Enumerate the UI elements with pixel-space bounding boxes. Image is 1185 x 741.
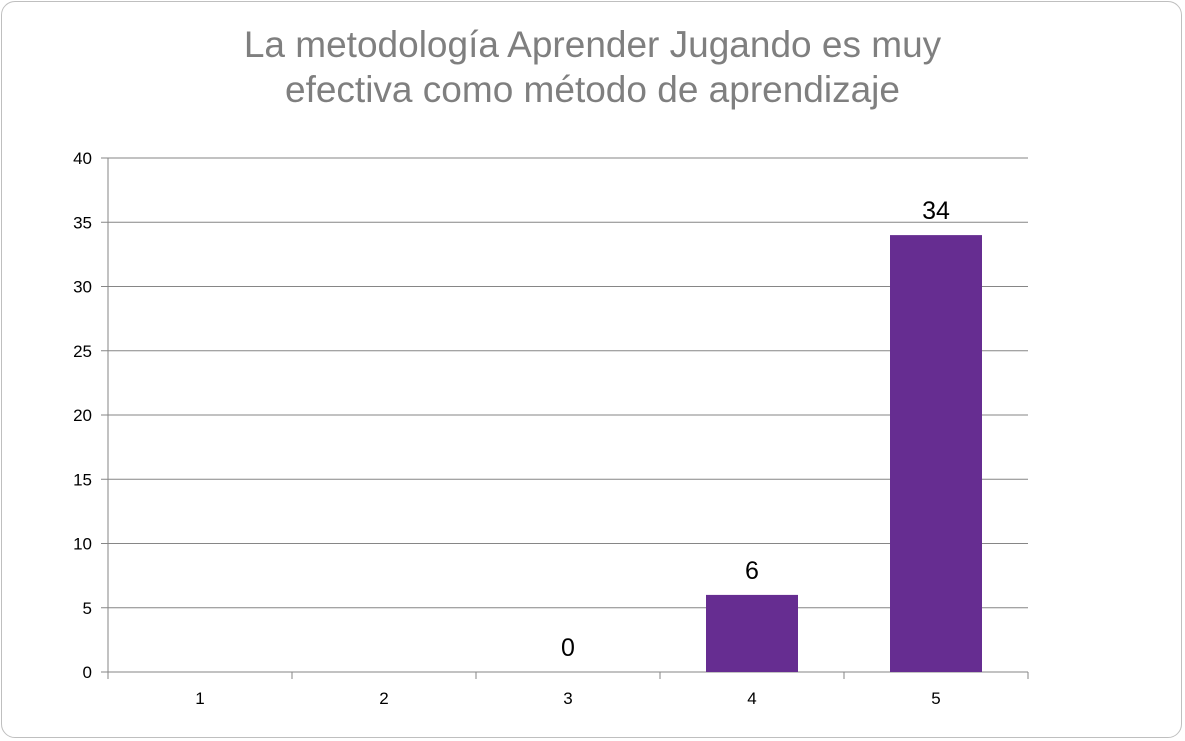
- x-tick-label: 1: [195, 689, 204, 708]
- y-tick-label: 20: [73, 406, 92, 425]
- data-label: 6: [745, 557, 759, 585]
- x-tick-label: 3: [563, 689, 572, 708]
- bar-4: [706, 594, 798, 672]
- chart-title: La metodología Aprender Jugando es muy e…: [243, 24, 942, 110]
- y-tick-label: 35: [73, 213, 92, 232]
- y-tick-label: 40: [73, 149, 92, 168]
- bars: [706, 235, 982, 672]
- gridlines: [108, 157, 1028, 673]
- y-tick-label: 0: [83, 663, 92, 682]
- data-label: 0: [561, 634, 575, 662]
- x-tick-label: 5: [931, 689, 940, 708]
- x-tick-label: 2: [379, 689, 388, 708]
- data-label: 34: [922, 197, 950, 225]
- y-tick-label: 5: [83, 599, 92, 618]
- y-tick-label: 30: [73, 278, 92, 297]
- data-labels: 0 6 34: [561, 197, 950, 662]
- bar-5: [890, 235, 982, 672]
- y-tick-label: 15: [73, 470, 92, 489]
- y-tick-label: 10: [73, 535, 92, 554]
- x-tick-label: 4: [747, 689, 756, 708]
- y-tick-label: 25: [73, 342, 92, 361]
